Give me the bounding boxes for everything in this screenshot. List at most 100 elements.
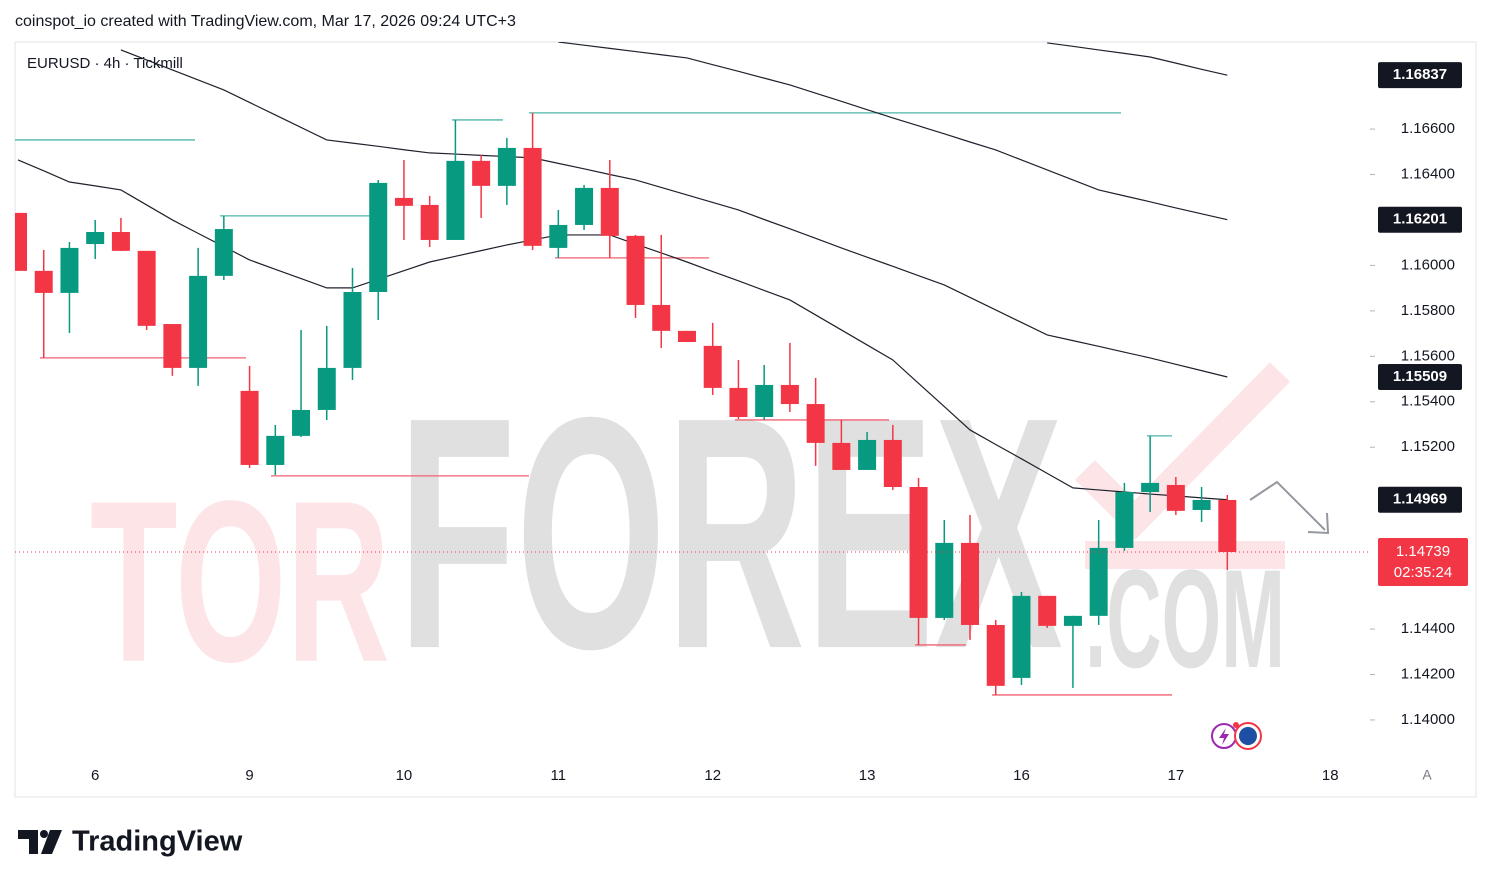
event-icons[interactable]	[1211, 722, 1262, 750]
y-tick-label: 1.15800	[1401, 302, 1455, 319]
candle-body	[343, 292, 362, 368]
candle-body	[1012, 595, 1031, 678]
candle-body	[15, 212, 27, 271]
candle-body	[575, 187, 594, 225]
x-tick-label: 18	[1322, 767, 1339, 784]
candle-body	[34, 270, 53, 293]
candle-body	[729, 387, 748, 417]
footer-logo: TradingView	[18, 826, 243, 858]
y-tick-label: 1.16600	[1401, 120, 1455, 137]
candle-body	[240, 390, 259, 465]
x-tick-label: 9	[245, 767, 253, 784]
y-tick-label: 1.15400	[1401, 393, 1455, 410]
candle-body	[1063, 615, 1082, 626]
y-tick-label: 1.15600	[1401, 347, 1455, 364]
arrow-head	[1307, 512, 1330, 535]
candle-body	[446, 160, 465, 240]
candle-body	[806, 404, 825, 443]
countdown: 02:35:24	[1394, 564, 1452, 581]
candle-body	[832, 442, 851, 470]
indicator-tag-label: 1.16837	[1393, 66, 1447, 83]
footer-brand: TradingView	[72, 826, 243, 858]
candle-body	[935, 542, 954, 618]
last-price-label: 1.14739	[1396, 543, 1450, 560]
moving-average	[1047, 42, 1228, 76]
candle-body	[626, 235, 645, 305]
x-tick-label: 6	[91, 767, 99, 784]
x-tick-label: 16	[1013, 767, 1030, 784]
candle-body	[677, 330, 696, 342]
event-icon-bolt	[1219, 728, 1229, 745]
indicator-tag	[1378, 364, 1462, 390]
candle-body	[549, 224, 568, 248]
watermark-text: .COM	[1085, 540, 1285, 697]
x-tick-label: 11	[551, 767, 567, 784]
forecast-arrow	[1249, 480, 1326, 531]
auto-scale-button[interactable]: A	[1422, 767, 1432, 783]
x-tick-label: 12	[704, 767, 721, 784]
candle-body	[369, 182, 388, 292]
candle-body	[86, 232, 105, 245]
x-tick-label: 17	[1168, 767, 1185, 784]
candle-body	[394, 197, 413, 206]
chart-frame	[14, 41, 1477, 798]
y-tick-label: 1.14000	[1401, 711, 1455, 728]
candle-body	[1089, 547, 1108, 616]
candle-body	[600, 187, 619, 236]
header-text: coinspot_io created with TradingView.com…	[15, 13, 516, 30]
symbol-title: EURUSD · 4h · Tickmill	[27, 55, 183, 72]
logo-mark	[18, 830, 38, 854]
candle-body	[703, 345, 722, 388]
indicator-tag-label: 1.15509	[1393, 368, 1447, 385]
y-tick-label: 1.15200	[1401, 438, 1455, 455]
logo-mark	[40, 830, 48, 838]
watermark-bar	[1085, 541, 1285, 569]
candle-body	[909, 487, 928, 618]
y-tick-label: 1.16400	[1401, 165, 1455, 182]
candle-body	[111, 232, 130, 251]
candle-body	[1218, 499, 1237, 552]
candle-body	[858, 439, 877, 470]
watermark-text: TOR	[90, 453, 390, 710]
moving-average	[558, 42, 1228, 221]
candle-body	[189, 275, 208, 368]
logo-mark	[41, 830, 62, 854]
candle-body	[317, 367, 336, 410]
candle-body	[472, 160, 491, 186]
plot-area	[15, 42, 1370, 696]
candle-body	[523, 147, 542, 246]
indicator-tag-label: 1.16201	[1393, 211, 1447, 228]
indicator-tag	[1378, 206, 1462, 233]
candle-body	[292, 409, 311, 436]
candle-body	[1141, 482, 1160, 492]
candle-body	[137, 250, 156, 326]
candle-body	[652, 304, 671, 331]
candle-body	[780, 384, 799, 405]
price-axis: 1.16600 1.16400 1.16000 1.15800 1.15600 1.154…	[91, 62, 1468, 784]
indicator-tag-label: 1.14969	[1393, 491, 1447, 508]
y-tick-label: 1.14400	[1401, 620, 1455, 637]
candle-body	[266, 435, 285, 465]
candle-body	[1038, 595, 1057, 626]
watermark-check	[1075, 362, 1291, 540]
candle-body	[986, 624, 1005, 686]
candle-body	[163, 324, 182, 368]
candle-body	[497, 147, 516, 186]
y-tick-label: 1.16000	[1401, 256, 1455, 273]
moving-average	[120, 49, 1228, 378]
indicator-tag	[1378, 62, 1462, 89]
candle-body	[60, 247, 79, 293]
candle-body	[1192, 499, 1211, 510]
last-price-tag	[1378, 538, 1468, 586]
indicator-tag	[1378, 486, 1462, 513]
x-tick-label: 10	[396, 767, 413, 784]
eu-flag	[1239, 727, 1257, 745]
candle-body	[214, 229, 233, 276]
x-tick-label: 13	[859, 767, 876, 784]
candle-body	[1115, 492, 1134, 548]
candle-body	[420, 204, 439, 240]
y-tick-label: 1.14200	[1401, 665, 1455, 682]
candle-body	[755, 384, 774, 417]
event-dot	[1233, 722, 1239, 728]
